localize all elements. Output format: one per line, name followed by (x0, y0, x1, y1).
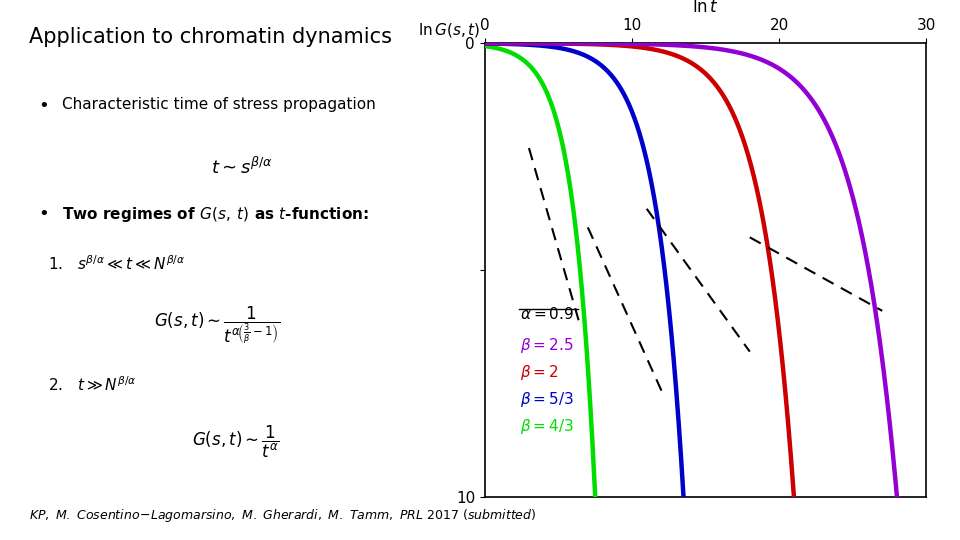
Text: 1.   $s^{\beta/\alpha} \ll t \ll N^{\beta/\alpha}$: 1. $s^{\beta/\alpha} \ll t \ll N^{\beta/… (48, 254, 185, 273)
Text: •: • (38, 205, 49, 223)
Text: $KP,\ M.\ Cosentino\!-\!Lagomarsino,\ M.\ Gherardi,\ M.\ Tamm,\ PRL\ 2017\ (subm: $KP,\ M.\ Cosentino\!-\!Lagomarsino,\ M.… (29, 507, 537, 524)
Text: $\beta = 2.5$: $\beta = 2.5$ (520, 336, 573, 355)
Text: $G(s,t) \sim \dfrac{1}{t^{\alpha\!\left(\frac{3}{\beta}-1\right)}}$: $G(s,t) \sim \dfrac{1}{t^{\alpha\!\left(… (154, 305, 279, 346)
Text: Application to chromatin dynamics: Application to chromatin dynamics (29, 27, 392, 47)
Text: 2.   $t \gg N^{\beta/\alpha}$: 2. $t \gg N^{\beta/\alpha}$ (48, 375, 137, 394)
Text: $G(s,t) \sim \dfrac{1}{t^{\alpha}}$: $G(s,t) \sim \dfrac{1}{t^{\alpha}}$ (192, 424, 280, 460)
Text: $t \sim s^{\beta/\alpha}$: $t \sim s^{\beta/\alpha}$ (211, 157, 273, 178)
Text: $\beta = 2$: $\beta = 2$ (520, 363, 559, 382)
Text: $\beta = 5/3$: $\beta = 5/3$ (520, 390, 574, 409)
Text: $\ln G(s,t)$: $\ln G(s,t)$ (418, 21, 480, 39)
Text: $\beta = 4/3$: $\beta = 4/3$ (520, 417, 574, 436)
Text: Two regimes of $G(s,\;t)$ as $t$-function:: Two regimes of $G(s,\;t)$ as $t$-functio… (62, 205, 370, 224)
X-axis label: $\ln t$: $\ln t$ (692, 0, 719, 16)
Text: •: • (38, 97, 49, 115)
Text: Characteristic time of stress propagation: Characteristic time of stress propagatio… (62, 97, 376, 112)
Text: $\alpha = 0.9$: $\alpha = 0.9$ (520, 306, 574, 322)
